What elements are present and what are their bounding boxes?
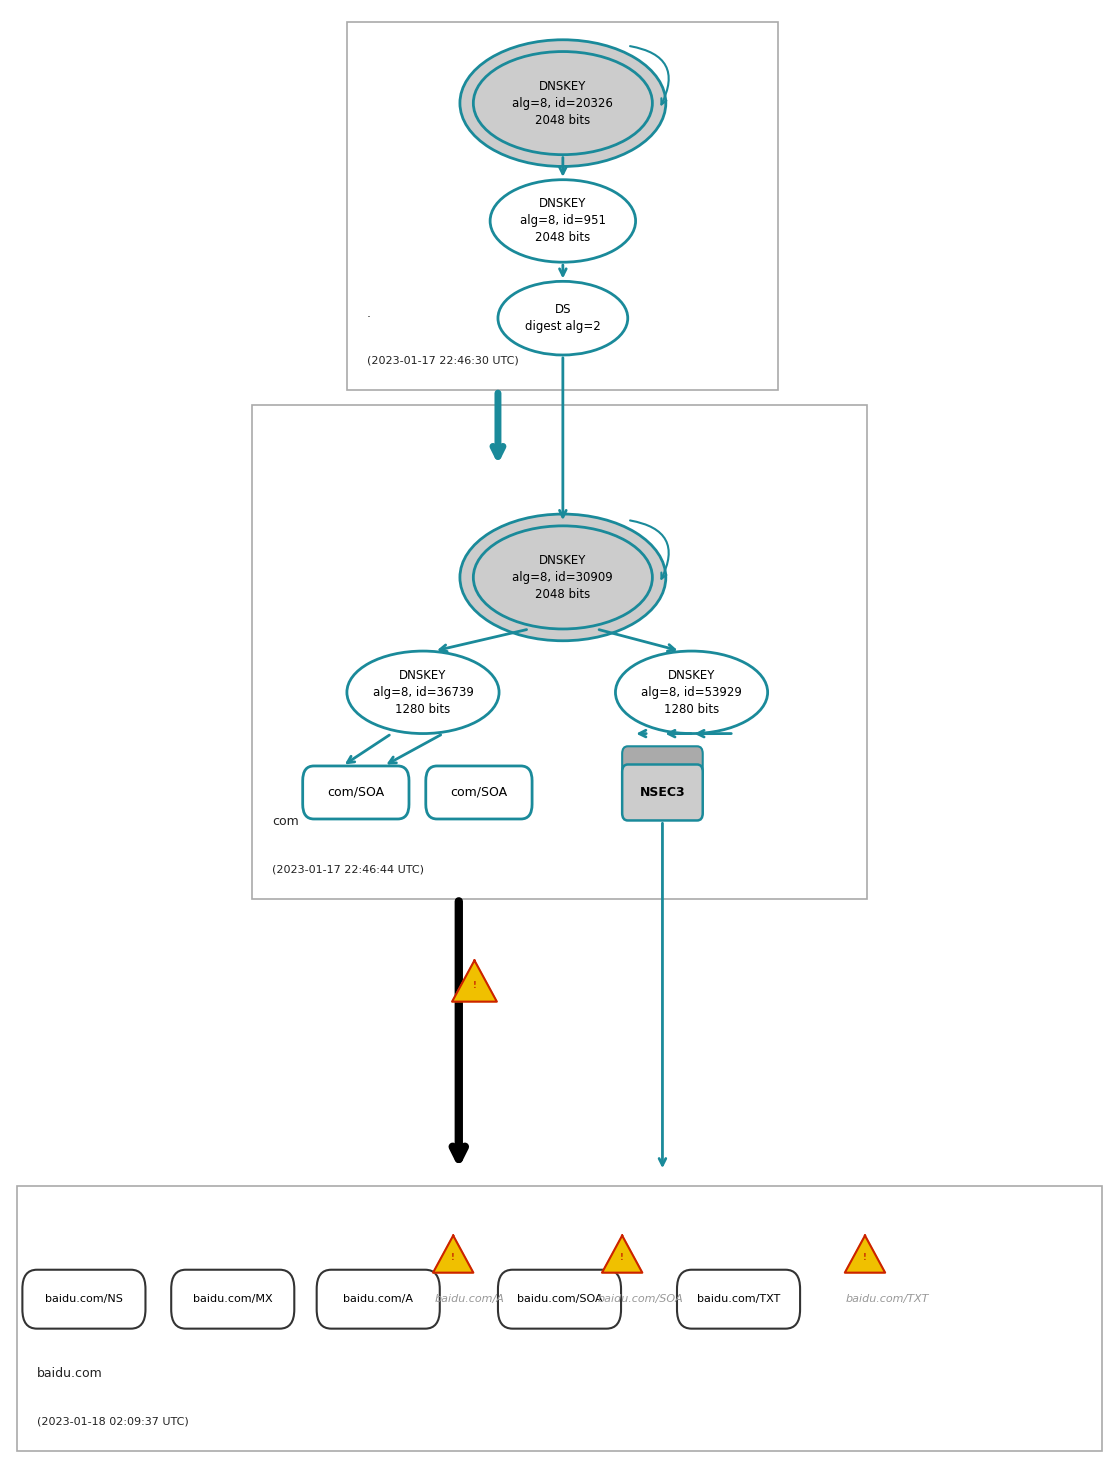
FancyBboxPatch shape xyxy=(22,1270,145,1329)
FancyBboxPatch shape xyxy=(498,1270,621,1329)
Text: !: ! xyxy=(472,981,477,990)
Polygon shape xyxy=(433,1236,473,1273)
Text: DNSKEY
alg=8, id=951
2048 bits: DNSKEY alg=8, id=951 2048 bits xyxy=(520,197,605,245)
Text: baidu.com/SOA: baidu.com/SOA xyxy=(598,1295,683,1304)
Ellipse shape xyxy=(460,514,666,641)
Text: DNSKEY
alg=8, id=36739
1280 bits: DNSKEY alg=8, id=36739 1280 bits xyxy=(373,669,473,716)
Text: baidu.com/TXT: baidu.com/TXT xyxy=(846,1295,929,1304)
Text: !: ! xyxy=(451,1254,455,1262)
Text: (2023-01-18 02:09:37 UTC): (2023-01-18 02:09:37 UTC) xyxy=(37,1417,189,1426)
FancyBboxPatch shape xyxy=(347,22,778,390)
Text: DS
digest alg=2: DS digest alg=2 xyxy=(525,303,601,333)
Ellipse shape xyxy=(347,651,499,734)
FancyBboxPatch shape xyxy=(317,1270,440,1329)
FancyBboxPatch shape xyxy=(622,764,703,820)
Polygon shape xyxy=(452,960,497,1002)
Text: !: ! xyxy=(863,1254,867,1262)
FancyBboxPatch shape xyxy=(425,766,533,819)
Text: NSEC3: NSEC3 xyxy=(640,787,685,798)
FancyBboxPatch shape xyxy=(677,1270,800,1329)
Text: baidu.com: baidu.com xyxy=(37,1367,103,1380)
Ellipse shape xyxy=(498,281,628,355)
Text: !: ! xyxy=(620,1254,624,1262)
Polygon shape xyxy=(602,1236,642,1273)
Text: DNSKEY
alg=8, id=30909
2048 bits: DNSKEY alg=8, id=30909 2048 bits xyxy=(513,554,613,601)
FancyBboxPatch shape xyxy=(171,1270,294,1329)
Ellipse shape xyxy=(473,526,652,629)
Text: com: com xyxy=(272,815,299,828)
Text: DNSKEY
alg=8, id=53929
1280 bits: DNSKEY alg=8, id=53929 1280 bits xyxy=(641,669,742,716)
Text: baidu.com/SOA: baidu.com/SOA xyxy=(517,1295,602,1304)
Text: baidu.com/TXT: baidu.com/TXT xyxy=(697,1295,780,1304)
Text: .: . xyxy=(367,306,372,320)
FancyBboxPatch shape xyxy=(252,405,867,899)
Text: baidu.com/A: baidu.com/A xyxy=(344,1295,413,1304)
FancyBboxPatch shape xyxy=(302,766,410,819)
Ellipse shape xyxy=(460,40,666,166)
Ellipse shape xyxy=(615,651,768,734)
Ellipse shape xyxy=(473,52,652,155)
Text: DNSKEY
alg=8, id=20326
2048 bits: DNSKEY alg=8, id=20326 2048 bits xyxy=(513,80,613,127)
FancyBboxPatch shape xyxy=(622,747,703,778)
Text: (2023-01-17 22:46:30 UTC): (2023-01-17 22:46:30 UTC) xyxy=(367,356,519,365)
Polygon shape xyxy=(845,1236,885,1273)
Text: baidu.com/A: baidu.com/A xyxy=(435,1295,505,1304)
Text: baidu.com/NS: baidu.com/NS xyxy=(45,1295,123,1304)
Text: com/SOA: com/SOA xyxy=(327,787,385,798)
Text: (2023-01-17 22:46:44 UTC): (2023-01-17 22:46:44 UTC) xyxy=(272,865,424,873)
Ellipse shape xyxy=(490,180,636,262)
FancyBboxPatch shape xyxy=(17,1186,1102,1451)
Text: com/SOA: com/SOA xyxy=(450,787,508,798)
Text: baidu.com/MX: baidu.com/MX xyxy=(192,1295,273,1304)
